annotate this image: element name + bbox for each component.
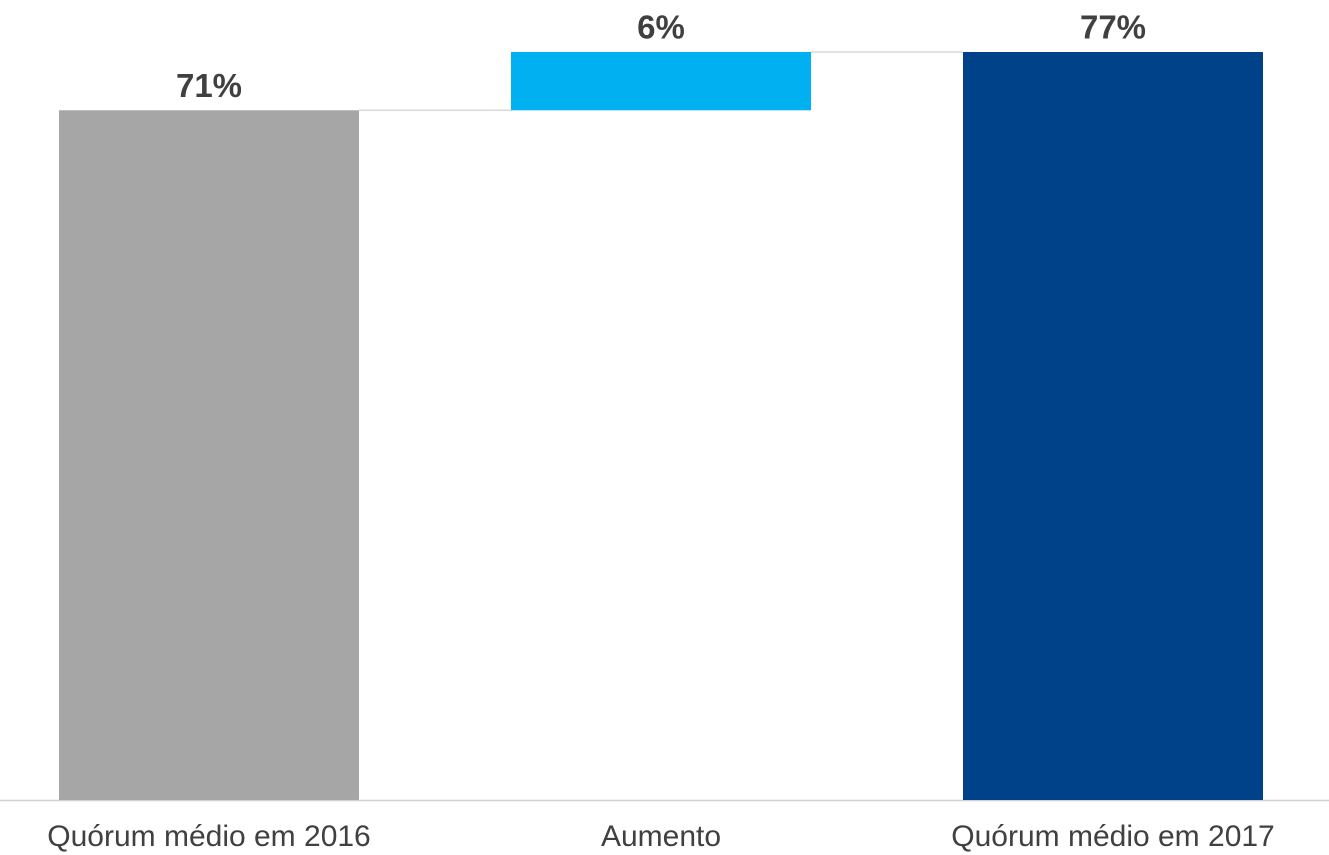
- category-label: Quórum médio em 2016: [47, 820, 371, 853]
- value-label: 77%: [1080, 9, 1146, 46]
- category-label: Quórum médio em 2017: [951, 820, 1275, 853]
- bar: [511, 52, 811, 111]
- bar: [963, 52, 1263, 800]
- value-label: 71%: [176, 67, 242, 104]
- value-label: 6%: [637, 9, 685, 46]
- category-label: Aumento: [601, 820, 721, 853]
- bar: [59, 110, 359, 801]
